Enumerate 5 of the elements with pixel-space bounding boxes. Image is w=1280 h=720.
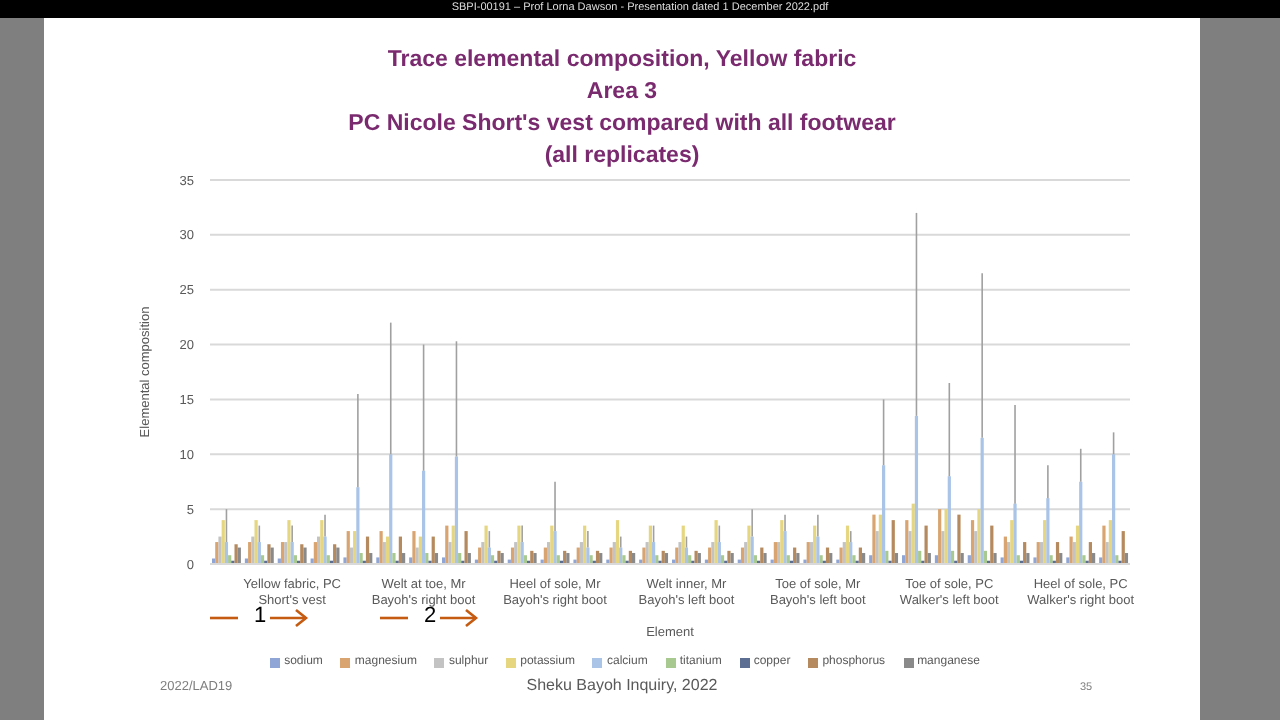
text: 2: [423, 604, 437, 628]
text: Sheku Bayoh Inquiry, 2022: [526, 676, 718, 694]
chart-title: Trace elemental composition, Yellow fabric: [385, 46, 859, 76]
chart-subtitle: Area 3 PC Nicole Short's vest compared with all footwear (all replicates): [346, 78, 898, 172]
text: 1: [251, 604, 267, 628]
